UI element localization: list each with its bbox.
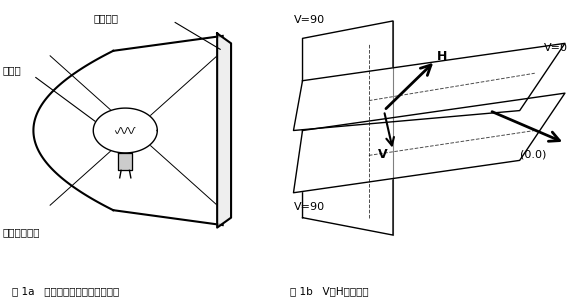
Text: 图 1a   传统交通信号灯结构示意图: 图 1a 传统交通信号灯结构示意图	[12, 286, 119, 296]
Polygon shape	[118, 153, 132, 170]
Text: H: H	[437, 50, 447, 62]
Polygon shape	[303, 21, 393, 235]
Polygon shape	[217, 33, 231, 228]
Text: V: V	[378, 148, 387, 161]
Text: 白炽灯: 白炽灯	[3, 65, 21, 75]
Text: 抛物面反射镜: 抛物面反射镜	[3, 227, 40, 237]
Text: 有色透镜: 有色透镜	[93, 13, 118, 23]
Text: V=90: V=90	[293, 15, 325, 26]
Polygon shape	[293, 44, 565, 130]
Polygon shape	[93, 108, 157, 153]
Text: V=90: V=90	[293, 202, 325, 212]
Polygon shape	[293, 93, 565, 193]
Text: V=0: V=0	[544, 43, 568, 53]
Text: 图 1b   V－H坐标系统: 图 1b V－H坐标系统	[290, 286, 369, 296]
Text: (0.0): (0.0)	[520, 150, 546, 160]
